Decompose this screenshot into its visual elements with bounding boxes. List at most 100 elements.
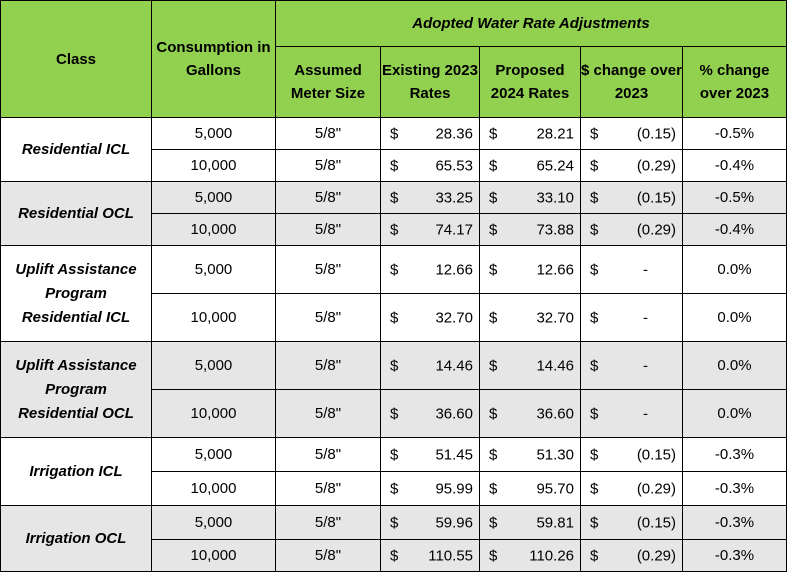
existing-rate-cell: $28.36: [380, 117, 480, 150]
consumption-cell: 10,000: [151, 471, 276, 506]
dollar-change-cell: $ -: [580, 293, 683, 342]
existing-rate-cell: $110.55: [380, 539, 480, 572]
currency-symbol: $: [590, 405, 599, 422]
table-row: 10,000 5/8" $74.17 $73.88 $ (0.29) -0.4%: [1, 213, 787, 246]
class-label: Residential ICL: [0, 117, 152, 182]
meter-size-cell: 5/8": [275, 213, 381, 246]
percent-change-cell: 0.0%: [681, 245, 787, 294]
class-label: Uplift Assistance Program Residential IC…: [0, 245, 152, 342]
currency-symbol: $: [590, 357, 599, 374]
currency-symbol: $: [489, 405, 498, 422]
header-class: Class: [0, 0, 152, 118]
dollar-change-cell: $ (0.29): [580, 539, 683, 572]
currency-symbol: $: [489, 547, 498, 564]
currency-symbol: $: [489, 309, 498, 326]
percent-change-cell: -0.5%: [681, 117, 787, 150]
dollar-change-cell: $ (0.15): [580, 117, 683, 150]
percent-change-cell: -0.4%: [681, 149, 787, 182]
table-row: 10,000 5/8" $65.53 $65.24 $ (0.29) -0.4%: [1, 149, 787, 182]
percent-change-cell: 0.0%: [681, 389, 787, 438]
currency-symbol: $: [390, 357, 399, 374]
proposed-rate-cell-value: 33.10: [536, 189, 574, 206]
consumption-cell: 10,000: [151, 389, 276, 438]
proposed-rate-cell-value: 59.81: [536, 514, 574, 531]
consumption-cell: 10,000: [151, 293, 276, 342]
proposed-rate-cell: $110.26: [479, 539, 581, 572]
proposed-rate-cell: $33.10: [479, 181, 581, 214]
proposed-rate-cell: $32.70: [479, 293, 581, 342]
header-consumption: Consumption in Gallons: [151, 0, 276, 118]
consumption-cell: 5,000: [151, 117, 276, 150]
percent-change-cell: -0.3%: [681, 505, 787, 540]
meter-size-cell: 5/8": [275, 293, 381, 342]
currency-symbol: $: [489, 221, 498, 238]
percent-change-cell: -0.5%: [681, 181, 787, 214]
table-row: Residential ICL 5,000 5/8" $28.36 $28.21 $ (0.…: [0, 117, 787, 182]
proposed-rate-cell-value: 65.24: [536, 157, 574, 174]
proposed-rate-cell-value: 110.26: [529, 547, 574, 564]
existing-rate-cell: $51.45: [380, 437, 480, 472]
currency-symbol: $: [590, 547, 599, 564]
table-row: 10,000 5/8" $110.55 $110.26 $ (0.29) -0.3%: [1, 539, 787, 572]
meter-size-cell: 5/8": [275, 437, 381, 472]
dollar-change-cell-value: (0.15): [636, 125, 676, 142]
percent-change-cell: 0.0%: [681, 293, 787, 342]
table-row: Irrigation ICL 5,000 5/8" $51.45 $51.30 $ (0.1…: [0, 437, 787, 506]
class-label: Uplift Assistance Program Residential OC…: [0, 341, 152, 438]
table-row: 10,000 5/8" $32.70 $32.70 $ -0.0%: [1, 293, 787, 342]
meter-size-cell: 5/8": [275, 471, 381, 506]
meter-size-cell: 5/8": [275, 539, 381, 572]
currency-symbol: $: [590, 514, 599, 531]
currency-symbol: $: [390, 405, 399, 422]
currency-symbol: $: [590, 480, 599, 497]
currency-symbol: $: [590, 189, 599, 206]
existing-rate-cell: $36.60: [380, 389, 480, 438]
existing-rate-cell-value: 14.46: [435, 357, 473, 374]
dollar-change-cell: $ -: [580, 245, 683, 294]
header-proposed-rates: Proposed 2024 Rates: [479, 46, 581, 118]
table-row: Residential OCL 5,000 5/8" $33.25 $33.10 $ (0.…: [0, 181, 787, 246]
currency-symbol: $: [390, 514, 399, 531]
currency-symbol: $: [390, 125, 399, 142]
existing-rate-cell: $33.25: [380, 181, 480, 214]
currency-symbol: $: [590, 446, 599, 463]
table-row: 10,000 5/8" $36.60 $36.60 $ -0.0%: [1, 389, 787, 438]
currency-symbol: $: [390, 157, 399, 174]
dollar-change-cell-value: (0.29): [636, 221, 676, 238]
proposed-rate-cell: $28.21: [479, 117, 581, 150]
currency-symbol: $: [590, 261, 599, 278]
existing-rate-cell-value: 65.53: [435, 157, 473, 174]
currency-symbol: $: [390, 547, 399, 564]
existing-rate-cell: $14.46: [380, 341, 480, 390]
proposed-rate-cell-value: 12.66: [536, 261, 574, 278]
currency-symbol: $: [590, 221, 599, 238]
proposed-rate-cell-value: 28.21: [536, 125, 574, 142]
currency-symbol: $: [390, 309, 399, 326]
existing-rate-cell-value: 74.17: [435, 221, 473, 238]
header-existing-rates: Existing 2023 Rates: [380, 46, 480, 118]
existing-rate-cell-value: 32.70: [435, 309, 473, 326]
currency-symbol: $: [489, 357, 498, 374]
header-adopted-adjustments: Adopted Water Rate Adjustments: [274, 0, 787, 47]
existing-rate-cell: $32.70: [380, 293, 480, 342]
proposed-rate-cell: $59.81: [479, 505, 581, 540]
consumption-cell: 10,000: [151, 213, 276, 246]
currency-symbol: $: [390, 480, 399, 497]
dollar-change-cell-value: -: [643, 261, 648, 278]
existing-rate-cell-value: 36.60: [435, 405, 473, 422]
percent-change-cell: -0.4%: [681, 213, 787, 246]
consumption-cell: 5,000: [151, 505, 276, 540]
existing-rate-cell-value: 95.99: [435, 480, 473, 497]
currency-symbol: $: [489, 157, 498, 174]
existing-rate-cell: $12.66: [380, 245, 480, 294]
currency-symbol: $: [489, 125, 498, 142]
meter-size-cell: 5/8": [275, 117, 381, 150]
dollar-change-cell-value: -: [643, 357, 648, 374]
dollar-change-cell: $ (0.15): [580, 181, 683, 214]
dollar-change-cell-value: (0.29): [636, 480, 676, 497]
table-row: Irrigation OCL 5,000 5/8" $59.96 $59.81 $ (0.1…: [0, 505, 787, 572]
table-row: Uplift Assistance Program Residential IC…: [0, 245, 787, 342]
currency-symbol: $: [489, 480, 498, 497]
currency-symbol: $: [390, 189, 399, 206]
dollar-change-cell-value: (0.29): [636, 547, 676, 564]
